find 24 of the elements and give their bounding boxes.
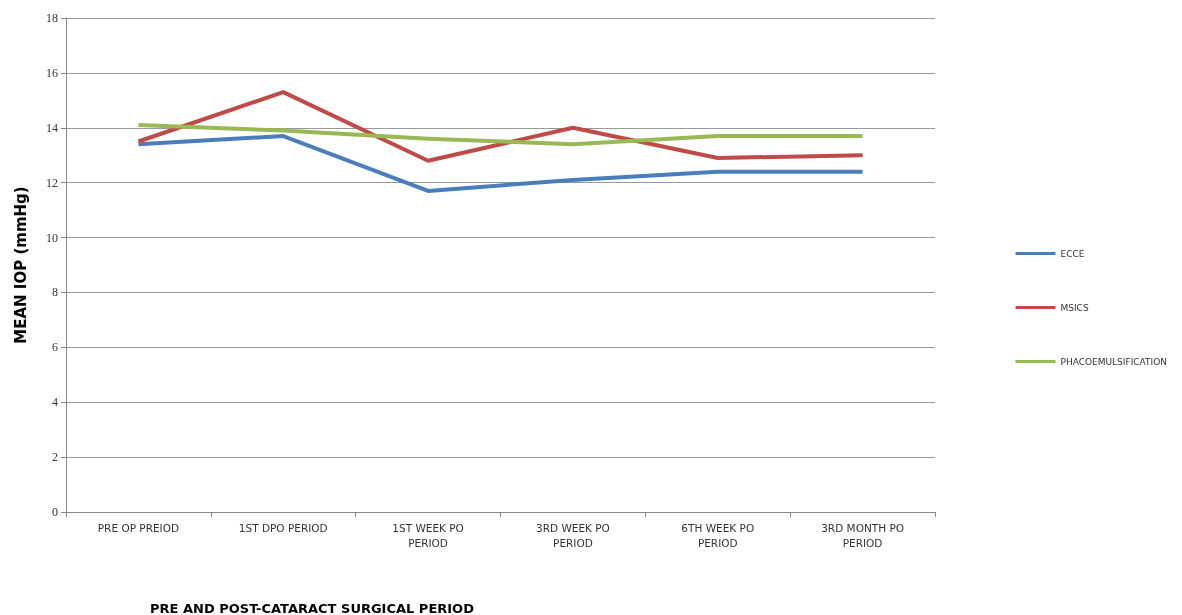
line-series — [136, 123, 865, 147]
line-series — [136, 90, 865, 163]
line-series — [136, 134, 865, 193]
x-tick-label: 3RD MONTH PO PERIOD — [821, 521, 904, 549]
legend-label: ECCE — [1060, 248, 1085, 259]
legend-label: MSICS — [1060, 302, 1089, 313]
y-tick-label: 18 — [46, 11, 58, 25]
y-tick-label: 12 — [46, 175, 58, 190]
y-tick-label: 2 — [52, 450, 58, 465]
y-tick-label: 10 — [46, 230, 58, 245]
y-tick-label: 8 — [52, 285, 58, 300]
y-tick-label: 16 — [46, 65, 58, 80]
x-axis-title: PRE AND POST-CATARACT SURGICAL PERIOD — [150, 601, 475, 615]
x-tick-label: 3RD WEEK PO PERIOD — [535, 521, 610, 549]
y-tick-label: 0 — [52, 505, 58, 519]
legend-label: PHACOEMULSIFICATION — [1060, 356, 1168, 367]
x-tick-label: 1ST WEEK PO PERIOD — [392, 521, 464, 549]
x-tick-label: 6TH WEEK PO PERIOD — [681, 521, 755, 549]
y-tick-label: 6 — [52, 340, 58, 355]
x-tick-label: PRE OP PREIOD — [97, 521, 180, 534]
y-tick-label: 14 — [46, 120, 58, 135]
y-tick-label: 4 — [52, 395, 58, 410]
x-tick-label: 1ST DPO PERIOD — [238, 521, 328, 534]
y-axis-title: MEAN IOP (mmHg) — [11, 186, 30, 344]
